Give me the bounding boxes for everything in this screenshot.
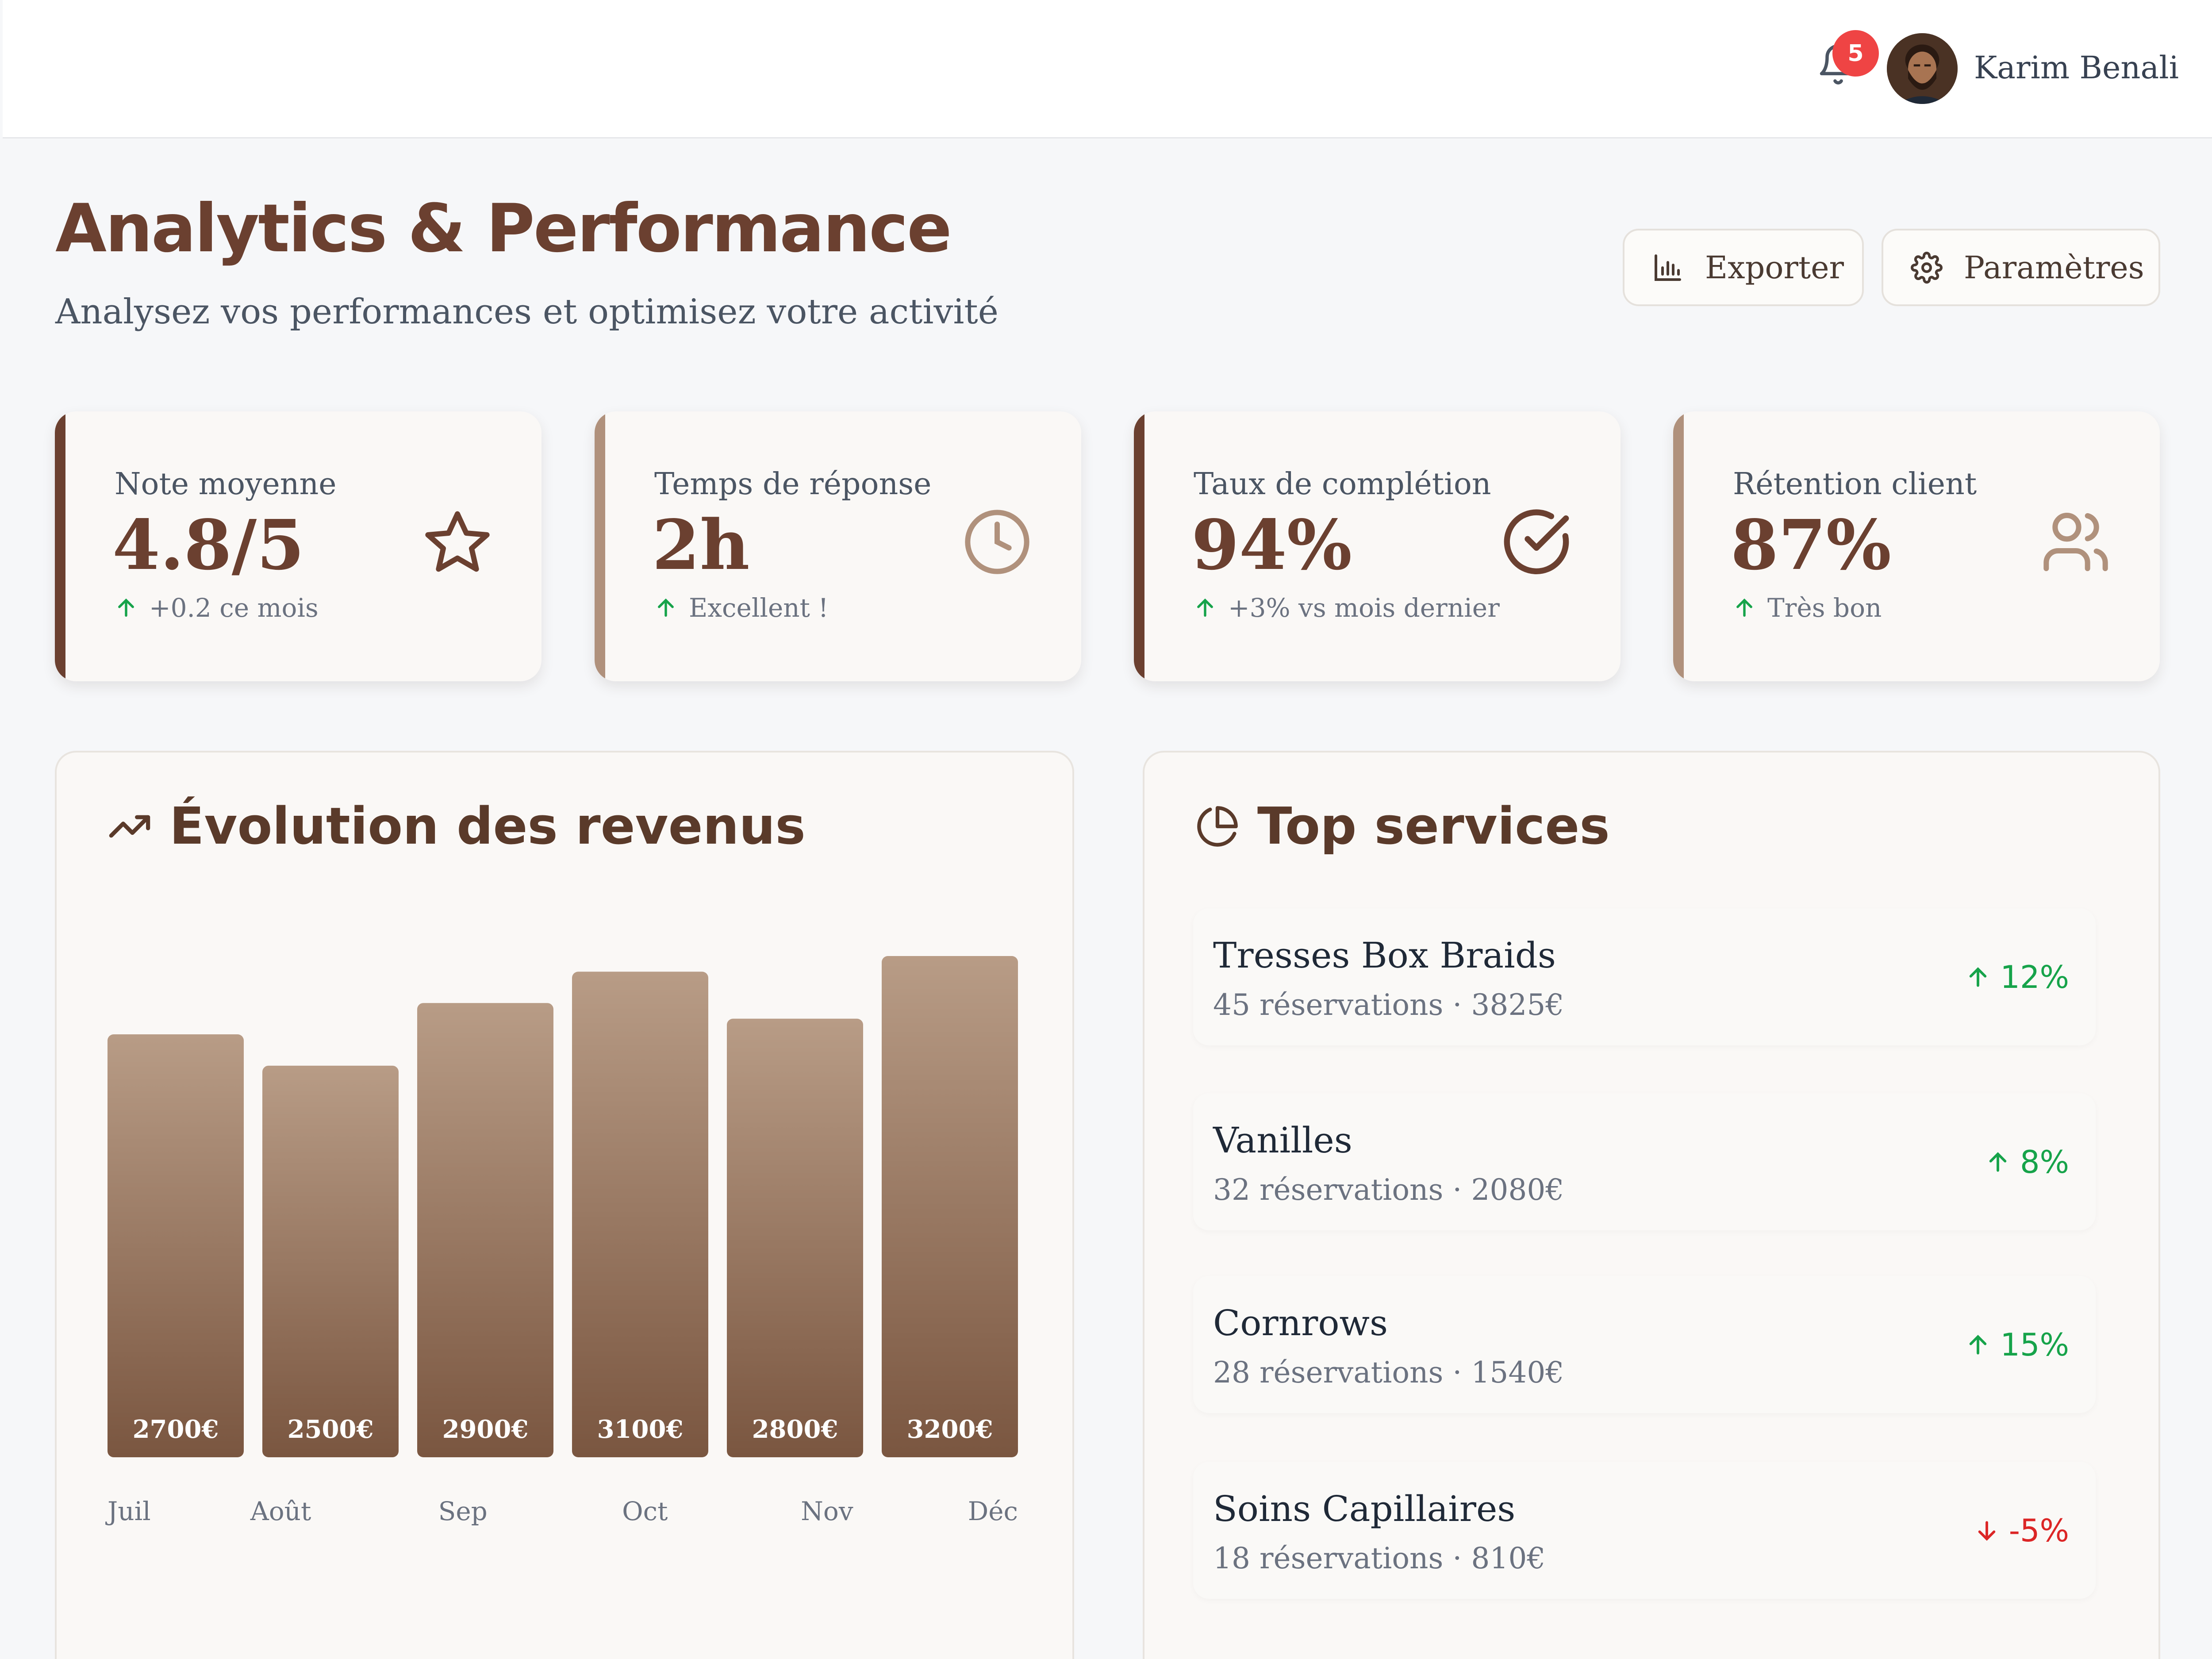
- service-trend-value: 8%: [2020, 1144, 2069, 1180]
- kpi-value: 4.8/5: [112, 504, 305, 585]
- bar-value-label: 2700€: [133, 1415, 219, 1444]
- avatar[interactable]: [1887, 33, 1958, 104]
- service-meta: 18 réservations · 810€: [1213, 1541, 1546, 1575]
- x-tick-label: Sep: [438, 1496, 488, 1526]
- kpi-value: 2h: [652, 504, 750, 585]
- service-name: Cornrows: [1213, 1302, 1388, 1344]
- revenue-bar[interactable]: [572, 972, 708, 1457]
- arrow-up-icon: [1970, 967, 1987, 987]
- arrow-up-icon: [118, 598, 134, 617]
- service-trend-value: 15%: [2000, 1327, 2069, 1363]
- kpi-trend: Très bon: [1733, 593, 1882, 623]
- revenue-bar[interactable]: [417, 1003, 553, 1457]
- top-services-panel: Top services Tresses Box Braids 45 réser…: [1143, 751, 2160, 1659]
- kpi-card-rating: Note moyenne 4.8/5 +0.2 ce mois: [55, 411, 541, 681]
- kpi-accent-bar: [1134, 411, 1144, 681]
- kpi-card-retention: Rétention client 87% Très bon: [1673, 411, 2160, 681]
- kpi-label: Note moyenne: [115, 467, 337, 502]
- star-icon: [422, 507, 493, 577]
- avatar-image: [1887, 33, 1958, 104]
- arrow-up-icon: [1736, 598, 1752, 617]
- service-trend: 12%: [1966, 959, 2069, 995]
- bar-value-label: 2800€: [752, 1415, 838, 1444]
- revenue-panel: Évolution des revenus 2700€ Juil 2500€ Août…: [55, 751, 1074, 1659]
- kpi-label: Temps de réponse: [654, 467, 932, 502]
- service-name: Vanilles: [1213, 1120, 1352, 1161]
- arrow-up-icon: [1970, 1335, 1987, 1355]
- kpi-trend-text: +0.2 ce mois: [149, 593, 319, 623]
- service-item[interactable]: Cornrows 28 réservations · 1540€ 15%: [1193, 1276, 2096, 1413]
- service-meta: 28 réservations · 1540€: [1213, 1356, 1564, 1390]
- kpi-trend-text: +3% vs mois dernier: [1228, 593, 1500, 623]
- top-services-title: Top services: [1195, 797, 1610, 856]
- service-name: Tresses Box Braids: [1213, 935, 1556, 976]
- service-meta: 45 réservations · 3825€: [1213, 988, 1564, 1022]
- bar-value-label: 3200€: [907, 1415, 993, 1444]
- export-button[interactable]: Exporter: [1623, 229, 1864, 306]
- clock-icon: [962, 507, 1033, 577]
- revenue-title-text: Évolution des revenus: [169, 797, 806, 856]
- arrow-up-icon: [658, 598, 674, 617]
- kpi-accent-bar: [55, 411, 65, 681]
- service-meta: 32 réservations · 2080€: [1213, 1173, 1564, 1207]
- kpi-trend: Excellent !: [654, 593, 829, 623]
- service-trend-value: 12%: [2000, 959, 2069, 995]
- page-title: Analytics & Performance: [55, 190, 952, 267]
- x-tick-label: Déc: [968, 1496, 1018, 1526]
- bar-chart-icon: [1655, 254, 1681, 281]
- kpi-value: 87%: [1731, 504, 1891, 585]
- user-name[interactable]: Karim Benali: [1974, 50, 2179, 86]
- service-item[interactable]: Soins Capillaires 18 réservations · 810€…: [1193, 1462, 2096, 1599]
- pie-chart-icon: [1197, 806, 1238, 847]
- service-trend-value: -5%: [2008, 1513, 2069, 1549]
- kpi-value: 94%: [1191, 504, 1352, 585]
- kpi-trend: +0.2 ce mois: [115, 593, 319, 623]
- kpi-trend: +3% vs mois dernier: [1194, 593, 1500, 623]
- bar-value-label: 2900€: [442, 1415, 529, 1444]
- kpi-card-completion: Taux de complétion 94% +3% vs mois derni…: [1134, 411, 1621, 681]
- top-services-title-text: Top services: [1257, 797, 1610, 856]
- arrow-up-icon: [1197, 598, 1213, 617]
- arrow-down-icon: [1978, 1521, 1995, 1541]
- gear-icon: [1911, 251, 1943, 284]
- x-tick-label: Août: [250, 1496, 311, 1526]
- revenue-panel-title: Évolution des revenus: [108, 797, 806, 856]
- trending-up-icon: [109, 815, 150, 838]
- service-name: Soins Capillaires: [1213, 1488, 1516, 1529]
- users-icon: [2040, 507, 2111, 577]
- bar-value-label: 2500€: [288, 1415, 374, 1444]
- service-trend: -5%: [1974, 1513, 2069, 1549]
- export-label: Exporter: [1705, 249, 1844, 286]
- x-tick-label: Oct: [622, 1496, 668, 1526]
- page-subtitle: Analysez vos performances et optimisez v…: [55, 292, 998, 332]
- kpi-accent-bar: [1673, 411, 1684, 681]
- service-trend: 8%: [1985, 1144, 2069, 1180]
- arrow-up-icon: [1989, 1152, 2007, 1172]
- service-item[interactable]: Vanilles 32 réservations · 2080€ 8%: [1193, 1093, 2096, 1230]
- kpi-label: Rétention client: [1733, 467, 1977, 502]
- kpi-accent-bar: [595, 411, 605, 681]
- revenue-bar[interactable]: [882, 956, 1018, 1457]
- service-trend: 15%: [1966, 1327, 2069, 1363]
- check-circle-icon: [1501, 507, 1572, 577]
- notification-badge: 5: [1832, 30, 1879, 77]
- revenue-bar-chart: 2700€ Juil 2500€ Août 2900€ Sep 3100€ Oct 2800€ N…: [105, 956, 1018, 1526]
- service-item[interactable]: Tresses Box Braids 45 réservations · 382…: [1193, 908, 2096, 1045]
- bar-value-label: 3100€: [597, 1415, 684, 1444]
- top-bar: [3, 0, 2212, 138]
- settings-button[interactable]: Paramètres: [1882, 229, 2160, 306]
- x-tick-label: Juil: [105, 1496, 151, 1526]
- revenue-bar[interactable]: [727, 1018, 863, 1457]
- revenue-bar[interactable]: [262, 1065, 399, 1457]
- revenue-bar[interactable]: [108, 1034, 244, 1457]
- kpi-trend-text: Très bon: [1767, 593, 1882, 623]
- x-tick-label: Nov: [801, 1496, 853, 1526]
- kpi-card-response-time: Temps de réponse 2h Excellent !: [595, 411, 1081, 681]
- kpi-label: Taux de complétion: [1194, 467, 1491, 502]
- kpi-trend-text: Excellent !: [689, 593, 829, 623]
- settings-label: Paramètres: [1964, 249, 2144, 286]
